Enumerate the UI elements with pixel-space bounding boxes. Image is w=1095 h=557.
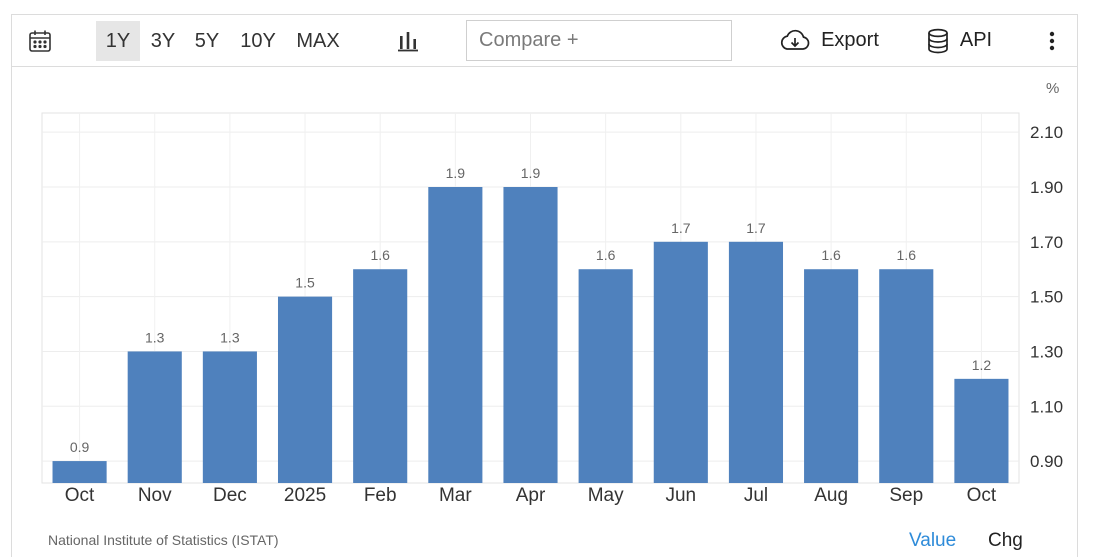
- x-tick-label: Jun: [665, 485, 696, 506]
- x-tick-label: 2025: [284, 485, 326, 506]
- export-button[interactable]: Export: [774, 15, 884, 66]
- bar: [503, 187, 558, 483]
- bar: [578, 269, 633, 483]
- chg-tab[interactable]: Chg: [988, 530, 1023, 551]
- x-tick-label: Jul: [744, 485, 768, 506]
- data-label: 1.5: [295, 275, 315, 291]
- bar: [277, 296, 333, 483]
- cloud-download-icon: [781, 29, 810, 50]
- data-label: 1.3: [145, 329, 165, 345]
- data-label: 1.3: [220, 329, 240, 345]
- x-tick-label: Aug: [814, 485, 848, 506]
- bar: [804, 269, 859, 483]
- api-button[interactable]: API: [922, 15, 996, 66]
- bar: [428, 187, 483, 483]
- bar: [728, 241, 784, 483]
- chart-toolbar: 1Y 3Y 5Y 10Y MAX Export API: [11, 14, 1078, 67]
- bar: [879, 269, 934, 483]
- y-tick-label: 1.10: [1030, 397, 1063, 416]
- range-max-button[interactable]: MAX: [296, 29, 340, 52]
- y-tick-label: 0.90: [1030, 452, 1063, 471]
- y-tick-label: 1.50: [1030, 288, 1063, 307]
- x-tick-label: Oct: [65, 485, 95, 506]
- x-tick-label: Mar: [439, 485, 472, 506]
- y-tick-label: 2.10: [1030, 123, 1063, 142]
- range-1y-button[interactable]: 1Y: [96, 21, 140, 61]
- data-label: 1.6: [897, 247, 917, 263]
- bar: [653, 241, 708, 483]
- export-label: Export: [821, 29, 879, 51]
- vertical-dots-icon[interactable]: [1040, 15, 1064, 66]
- x-tick-label: Dec: [213, 485, 247, 506]
- x-tick-label: Nov: [138, 485, 172, 506]
- data-label: 1.7: [671, 220, 691, 236]
- api-label: API: [959, 29, 993, 51]
- x-tick-label: May: [588, 485, 624, 506]
- x-tick-label: Feb: [364, 485, 397, 506]
- bar: [202, 351, 257, 483]
- data-label: 0.9: [70, 439, 90, 455]
- data-label: 1.6: [370, 247, 390, 263]
- x-tick-label: Apr: [516, 485, 546, 506]
- data-label: 1.7: [746, 220, 766, 236]
- range-3y-button[interactable]: 3Y: [150, 29, 176, 52]
- data-label: 1.9: [521, 165, 541, 181]
- x-tick-label: Sep: [889, 485, 923, 506]
- data-label: 1.6: [821, 247, 841, 263]
- bar: [52, 461, 107, 483]
- calendar-icon[interactable]: [22, 15, 58, 66]
- bar: [954, 378, 1009, 483]
- y-tick-label: 1.30: [1030, 342, 1063, 361]
- compare-input[interactable]: [466, 20, 732, 61]
- database-icon: [928, 28, 948, 53]
- data-label: 1.2: [972, 357, 992, 373]
- unit-label: %: [1046, 80, 1060, 97]
- range-10y-button[interactable]: 10Y: [240, 29, 276, 52]
- data-label: 1.9: [446, 165, 466, 181]
- value-tab[interactable]: Value: [909, 530, 957, 551]
- range-5y-button[interactable]: 5Y: [194, 29, 220, 52]
- bar: [353, 269, 408, 483]
- y-tick-label: 1.70: [1030, 233, 1063, 252]
- data-label: 1.6: [596, 247, 616, 263]
- bar: [127, 351, 182, 483]
- source-label: National Institute of Statistics (ISTAT): [48, 532, 279, 548]
- y-tick-label: 1.90: [1030, 178, 1063, 197]
- x-tick-label: Oct: [967, 485, 997, 506]
- bar-chart-icon[interactable]: [392, 15, 424, 66]
